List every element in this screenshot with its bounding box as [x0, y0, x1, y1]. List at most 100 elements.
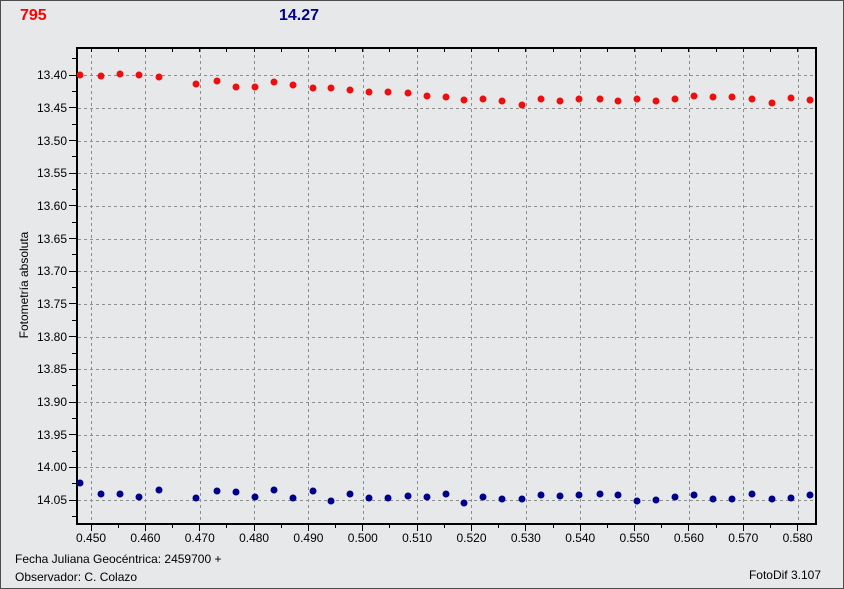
data-point-comparison-star-magnitude [327, 84, 335, 92]
x-top-tick [335, 49, 337, 52]
x-top-tick [226, 49, 228, 52]
x-tick-label: 0.490 [293, 531, 324, 545]
y-gridline [78, 205, 815, 207]
data-point-comparison-star-magnitude [748, 95, 756, 103]
data-point-target-star-magnitude [365, 494, 373, 502]
data-point-target-star-magnitude [76, 479, 84, 487]
y-major-tick [69, 336, 76, 338]
data-point-target-star-magnitude [116, 490, 124, 498]
x-tick-label: 0.450 [76, 531, 107, 545]
data-point-comparison-star-magnitude [556, 97, 564, 105]
y-tick-label: 13.65 [36, 231, 67, 246]
y-minor-tick [72, 417, 76, 419]
data-point-target-star-magnitude [384, 494, 392, 501]
x-top-tick [172, 49, 174, 52]
x-tick-label: 0.520 [456, 531, 487, 545]
y-gridline [78, 467, 815, 469]
x-gridline [797, 49, 799, 523]
x-gridline [417, 49, 419, 523]
x-top-tick [144, 49, 146, 52]
data-point-comparison-star-magnitude [116, 70, 124, 78]
x-tick-label: 0.500 [347, 531, 378, 545]
y-major-tick [69, 74, 76, 76]
x-major-tick [253, 525, 255, 531]
data-point-target-star-magnitude [787, 494, 795, 501]
data-point-target-star-magnitude [728, 495, 736, 503]
x-gridline [525, 49, 527, 523]
y-tick-label: 13.90 [36, 395, 67, 410]
y-gridline [78, 303, 815, 305]
data-point-target-star-magnitude [748, 490, 756, 498]
data-point-target-star-magnitude [498, 495, 506, 503]
x-top-tick [416, 49, 418, 52]
data-point-target-star-magnitude [596, 490, 604, 498]
data-point-target-star-magnitude [192, 494, 200, 502]
x-major-tick [634, 525, 636, 531]
x-top-tick [552, 49, 554, 52]
data-point-comparison-star-magnitude [728, 93, 736, 101]
x-top-tick [471, 49, 472, 52]
x-gridline [308, 49, 310, 523]
x-gridline [254, 49, 256, 523]
data-point-comparison-star-magnitude [671, 95, 679, 103]
y-major-tick [69, 107, 76, 109]
y-gridline [78, 271, 815, 273]
data-point-comparison-star-magnitude [213, 77, 221, 85]
data-point-target-star-magnitude [652, 496, 660, 504]
x-tick-label: 0.580 [782, 531, 813, 545]
y-major-tick [69, 238, 76, 240]
x-top-tick [525, 49, 527, 52]
y-gridline [78, 369, 815, 371]
y-tick-label: 13.55 [36, 166, 67, 181]
data-point-target-star-magnitude [97, 490, 105, 498]
y-tick-label: 13.70 [36, 264, 67, 279]
x-top-tick [606, 49, 608, 52]
x-tick-label: 0.460 [130, 531, 161, 545]
data-point-comparison-star-magnitude [232, 83, 240, 91]
data-point-comparison-star-magnitude [633, 95, 641, 103]
data-point-comparison-star-magnitude [709, 93, 717, 101]
data-point-comparison-star-magnitude [690, 92, 698, 100]
app-version-label: FotoDif 3.107 [748, 568, 821, 582]
data-point-target-star-magnitude [213, 487, 221, 495]
x-minor-tick [443, 525, 445, 528]
x-top-tick [634, 49, 636, 52]
data-point-comparison-star-magnitude [806, 96, 814, 104]
data-point-target-star-magnitude [270, 486, 278, 494]
x-minor-tick [389, 525, 391, 528]
x-major-tick [742, 525, 744, 531]
data-point-comparison-star-magnitude [192, 80, 200, 88]
data-point-comparison-star-magnitude [479, 95, 487, 103]
data-point-comparison-star-magnitude [537, 95, 545, 103]
data-point-target-star-magnitude [346, 490, 354, 498]
y-major-tick [69, 401, 76, 403]
data-point-target-star-magnitude [518, 495, 526, 503]
data-point-target-star-magnitude [423, 493, 431, 501]
x-top-tick [661, 49, 663, 52]
y-gridline [78, 336, 815, 338]
x-top-tick [90, 49, 92, 52]
data-point-target-star-magnitude [135, 493, 143, 501]
data-point-target-star-magnitude [768, 495, 776, 503]
x-minor-tick [606, 525, 608, 528]
y-major-tick [69, 434, 76, 436]
y-major-tick [69, 205, 76, 207]
y-tick-label: 13.75 [36, 296, 67, 311]
x-top-tick [253, 49, 255, 52]
x-minor-tick [661, 525, 663, 528]
y-gridline [78, 107, 815, 109]
y-major-tick [69, 499, 76, 501]
data-point-target-star-magnitude [614, 491, 622, 499]
data-point-comparison-star-magnitude [423, 92, 431, 100]
y-major-tick [69, 303, 76, 305]
data-point-comparison-star-magnitude [404, 89, 412, 97]
y-tick-label: 13.95 [36, 427, 67, 442]
data-point-comparison-star-magnitude [97, 72, 105, 80]
data-point-comparison-star-magnitude [135, 71, 143, 79]
x-minor-tick [172, 525, 174, 528]
x-gridline [634, 49, 636, 523]
data-point-target-star-magnitude [556, 492, 564, 500]
y-major-tick [69, 270, 76, 272]
data-point-comparison-star-magnitude [596, 95, 604, 103]
x-major-tick [416, 525, 418, 531]
